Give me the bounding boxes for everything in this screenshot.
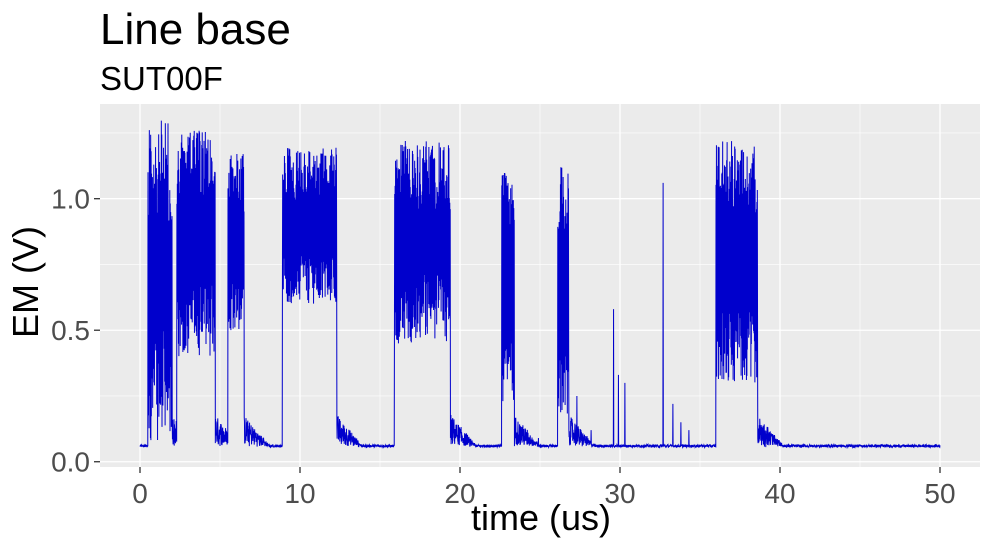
series-line [139,120,941,450]
y-tick-label: 1.0 [51,184,90,215]
grid-minor [100,104,980,467]
y-axis-title: EM (V) [5,226,46,338]
axis-ticks [94,198,941,473]
chart-title: Line base [100,5,291,54]
x-tick-label: 30 [604,478,635,509]
x-tick-labels: 0 10 20 30 40 50 [132,478,955,509]
x-tick-label: 10 [284,478,315,509]
chart-subtitle: SUT00F [100,60,223,97]
x-axis-title: time (us) [471,497,611,538]
y-tick-label: 0.0 [51,447,90,478]
x-tick-label: 50 [924,478,955,509]
x-tick-label: 40 [764,478,795,509]
x-tick-label: 0 [132,478,148,509]
y-tick-labels: 0.0 0.5 1.0 [51,184,90,478]
y-tick-label: 0.5 [51,315,90,346]
x-tick-label: 20 [444,478,475,509]
